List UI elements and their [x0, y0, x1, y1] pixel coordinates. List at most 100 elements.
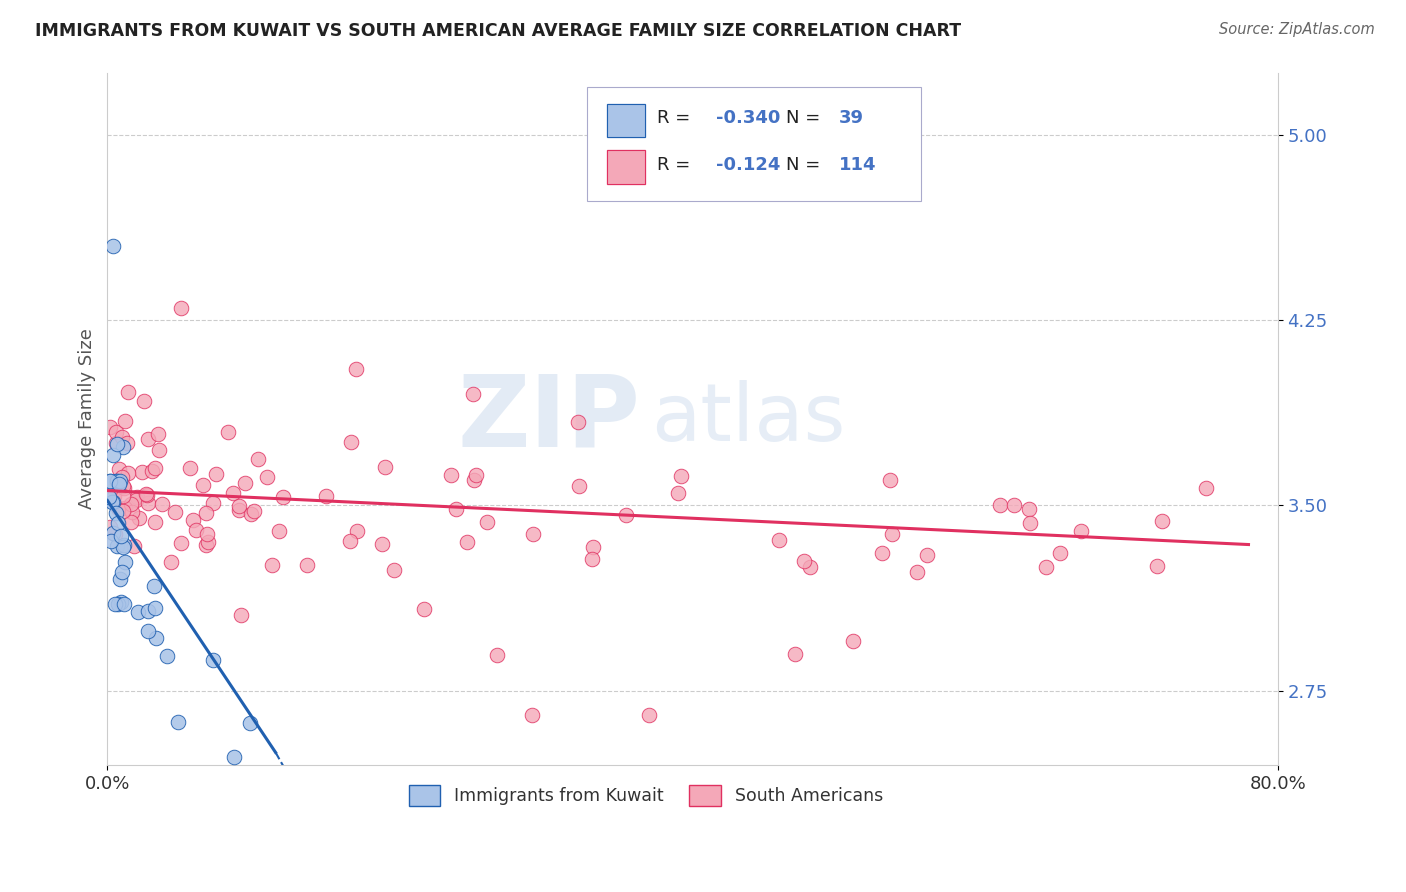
Point — [101, 448, 124, 462]
Point — [104, 597, 127, 611]
Point — [195, 526, 218, 541]
Point — [669, 469, 692, 483]
Point — [169, 301, 191, 315]
Point — [477, 515, 499, 529]
Point — [614, 508, 637, 522]
Point — [295, 558, 318, 572]
Point — [100, 420, 122, 434]
Point — [120, 497, 142, 511]
Text: atlas: atlas — [651, 380, 846, 458]
Point — [217, 425, 239, 439]
Point — [222, 750, 245, 764]
Point — [143, 600, 166, 615]
Point — [463, 474, 485, 488]
Point — [915, 548, 938, 562]
Text: -0.124: -0.124 — [716, 156, 780, 174]
Bar — [607, 104, 644, 137]
Point — [98, 520, 121, 534]
Point — [104, 425, 127, 440]
Point — [127, 490, 149, 504]
Point — [146, 426, 169, 441]
Point — [1152, 514, 1174, 528]
Point — [239, 715, 262, 730]
Point — [128, 511, 150, 525]
Text: R =: R = — [658, 109, 696, 127]
Point — [233, 475, 256, 490]
Point — [105, 436, 128, 450]
Point — [456, 535, 478, 549]
Point — [413, 601, 436, 615]
Point — [156, 649, 179, 664]
Point — [666, 486, 689, 500]
Point — [228, 503, 250, 517]
Point — [121, 505, 143, 519]
Point — [136, 624, 159, 639]
Point — [197, 535, 219, 549]
Point — [229, 608, 252, 623]
Point — [243, 504, 266, 518]
Point — [103, 494, 125, 508]
Point — [1146, 559, 1168, 574]
Point — [882, 527, 904, 541]
Point — [145, 631, 167, 645]
Point — [108, 474, 131, 488]
Point — [141, 464, 163, 478]
Text: N =: N = — [786, 109, 827, 127]
Point — [905, 566, 928, 580]
Point — [107, 597, 129, 611]
Point — [160, 555, 183, 569]
Point — [115, 436, 138, 450]
Point — [131, 465, 153, 479]
Point — [202, 653, 225, 667]
Point — [842, 634, 865, 648]
Point — [98, 474, 121, 488]
Point — [581, 552, 603, 566]
Point — [1019, 516, 1042, 530]
Point — [114, 555, 136, 569]
Point — [117, 466, 139, 480]
Point — [988, 499, 1011, 513]
Point — [143, 516, 166, 530]
Point — [105, 474, 128, 488]
Text: R =: R = — [658, 156, 696, 174]
Point — [637, 708, 659, 723]
Point — [346, 524, 368, 538]
Bar — [607, 104, 644, 137]
Point — [256, 470, 278, 484]
Point — [166, 714, 188, 729]
Point — [136, 496, 159, 510]
Text: 114: 114 — [839, 156, 876, 174]
Point — [194, 506, 217, 520]
Point — [112, 489, 135, 503]
Point — [136, 432, 159, 446]
Point — [104, 527, 127, 541]
Point — [522, 527, 544, 541]
Point — [135, 487, 157, 501]
Point — [382, 563, 405, 577]
Point — [136, 488, 159, 502]
Point — [150, 497, 173, 511]
Point — [339, 533, 361, 548]
Y-axis label: Average Family Size: Average Family Size — [79, 328, 96, 509]
Point — [124, 492, 146, 507]
Point — [799, 560, 821, 574]
Point — [1049, 546, 1071, 560]
Point — [148, 443, 170, 458]
Point — [143, 579, 166, 593]
Point — [170, 536, 193, 550]
Point — [260, 558, 283, 573]
Text: N =: N = — [786, 156, 827, 174]
Point — [110, 595, 132, 609]
Point — [181, 513, 204, 527]
Point — [446, 502, 468, 516]
Point — [120, 515, 142, 529]
Point — [132, 393, 155, 408]
Point — [344, 362, 367, 376]
Point — [105, 539, 128, 553]
Point — [108, 462, 131, 476]
Point — [98, 491, 121, 505]
Point — [100, 533, 122, 548]
Point — [1018, 502, 1040, 516]
Point — [222, 486, 245, 500]
Point — [117, 385, 139, 400]
